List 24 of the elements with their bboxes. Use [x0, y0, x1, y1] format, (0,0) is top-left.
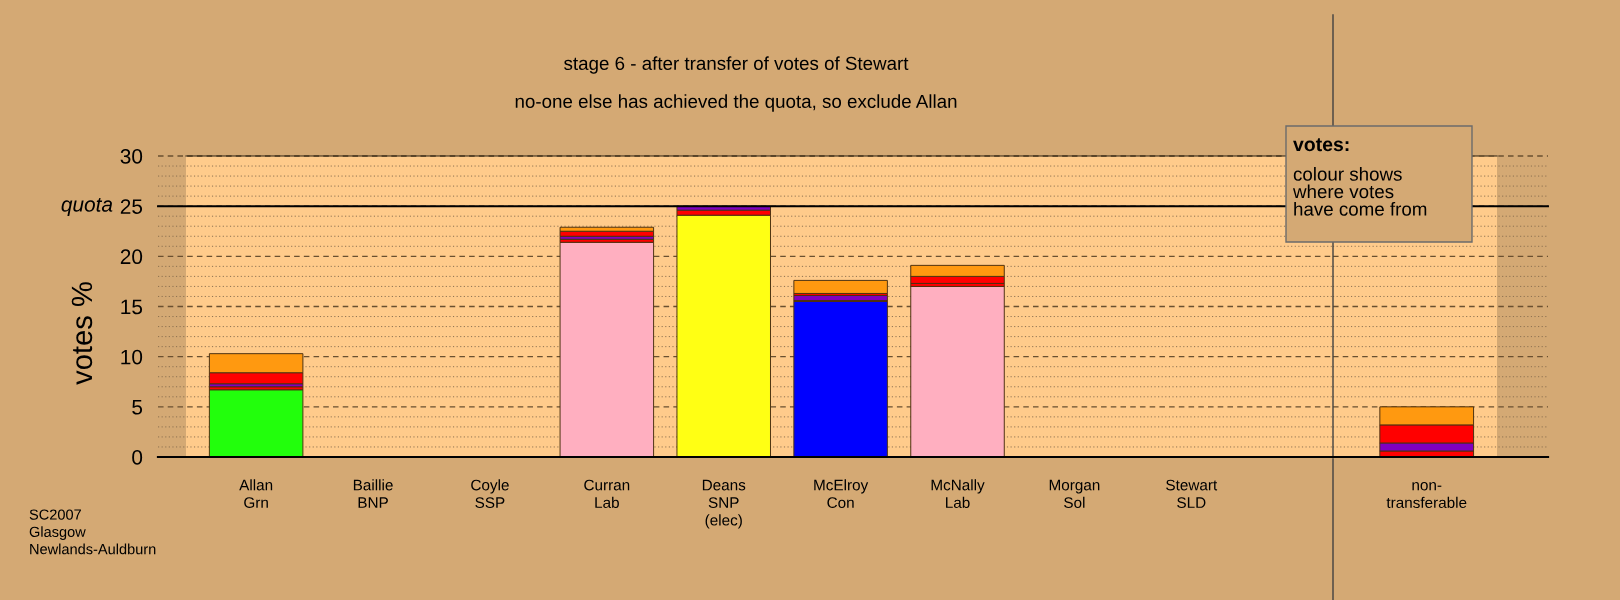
x-tick-label: McElroy Con — [814, 479, 869, 509]
y-tick-label: 5 — [132, 400, 143, 415]
chart-title: stage 6 - after transfer of votes of Stewart — [564, 56, 909, 74]
y-axis-title: votes % — [71, 282, 93, 385]
chart-subtitle: no-one else has achieved the quota, so exclude Allan — [515, 94, 957, 112]
y-tick-label: 25 — [120, 199, 143, 214]
y-tick-label: 15 — [121, 299, 143, 315]
y-tick-label: 0 — [132, 450, 143, 465]
x-tick-label: Allan Grn — [239, 479, 273, 509]
y-tick-label: 20 — [120, 249, 143, 265]
y-tick-label: 10 — [121, 349, 143, 365]
x-tick-label: non- transferable — [1386, 482, 1467, 509]
ref-line-label: quota — [61, 198, 113, 216]
x-tick-label: Baillie BNP — [353, 479, 393, 508]
text: SC2007 Glasgow Newlands-Auldburn — [29, 509, 156, 555]
x-tick-label: McNally Lab — [931, 479, 985, 509]
text: votes: — [1293, 138, 1349, 152]
x-tick-label: Stewart SLD — [1166, 479, 1218, 509]
y-tick-label: 30 — [120, 149, 143, 164]
x-tick-label: Morgan Sol — [1049, 479, 1100, 509]
x-tick-label: Curran Lab — [584, 479, 630, 509]
annotation: colour shows where votes have come from — [1292, 167, 1427, 216]
x-tick-label: Coyle SSP — [471, 479, 509, 509]
x-tick-label: Deans SNP (elec) — [702, 479, 746, 529]
